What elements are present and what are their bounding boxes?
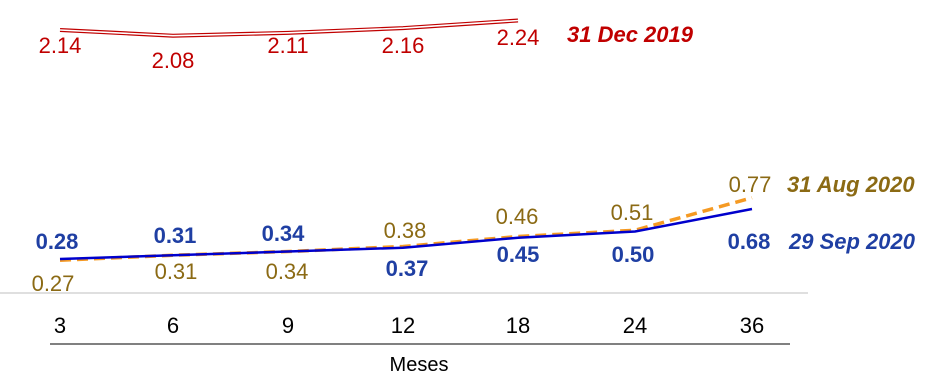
data-label-sep-2020: 0.28	[36, 229, 79, 254]
data-label-aug-2020: 0.46	[496, 204, 539, 229]
data-label-aug-2020: 0.38	[384, 218, 427, 243]
data-label-dec-2019: 2.24	[497, 25, 540, 50]
data-label-dec-2019: 2.14	[39, 33, 82, 58]
x-tick-label: 9	[282, 313, 294, 338]
data-label-aug-2020: 0.51	[611, 200, 654, 225]
data-label-sep-2020: 0.34	[262, 221, 306, 246]
legend-aug-2020: 31 Aug 2020	[787, 172, 915, 197]
series-line-sep-2020	[59, 207, 753, 261]
data-label-sep-2020: 0.37	[386, 256, 429, 281]
x-tick-label: 18	[506, 313, 530, 338]
data-label-aug-2020: 0.34	[266, 259, 309, 284]
x-tick-label: 12	[391, 313, 415, 338]
series-line-dec-2019-inner	[59, 19, 519, 37]
data-label-sep-2020: 0.45	[497, 242, 540, 267]
data-label-aug-2020: 0.31	[155, 259, 198, 284]
data-label-sep-2020: 0.50	[612, 242, 655, 267]
data-label-sep-2020: 0.31	[154, 223, 197, 248]
x-tick-label: 36	[740, 313, 764, 338]
legend-dec-2019: 31 Dec 2019	[567, 22, 694, 47]
legend-sep-2020: 29 Sep 2020	[788, 229, 916, 254]
x-tick-label: 6	[167, 313, 179, 338]
data-label-dec-2019: 2.08	[152, 48, 195, 73]
data-label-sep-2020: 0.68	[728, 229, 771, 254]
data-label-dec-2019: 2.16	[382, 33, 425, 58]
x-tick-label: 24	[623, 313, 647, 338]
data-label-aug-2020: 0.77	[729, 172, 772, 197]
x-tick-label: 3	[54, 313, 66, 338]
data-label-dec-2019: 2.11	[267, 33, 308, 58]
x-axis-title: Meses	[390, 354, 449, 376]
data-label-aug-2020: 0.27	[32, 271, 75, 296]
